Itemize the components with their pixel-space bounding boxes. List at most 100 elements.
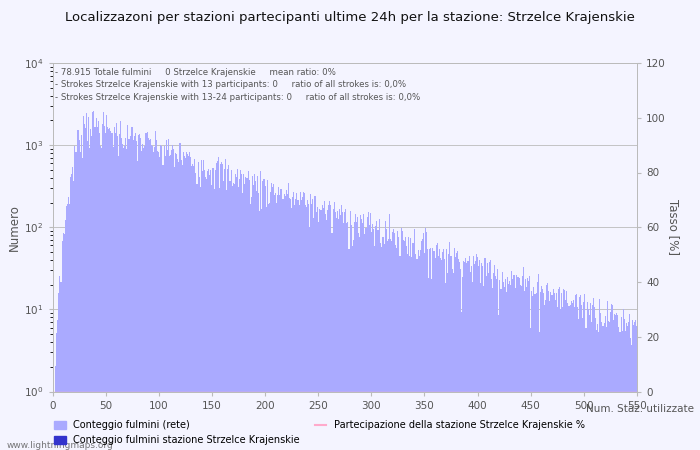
- Bar: [532, 296, 533, 450]
- Bar: [288, 183, 289, 450]
- Bar: [433, 251, 435, 450]
- Bar: [597, 324, 598, 450]
- Bar: [538, 274, 539, 450]
- Bar: [178, 162, 179, 450]
- Bar: [136, 141, 137, 450]
- Bar: [603, 323, 605, 450]
- Bar: [274, 195, 275, 450]
- Bar: [442, 252, 443, 450]
- Bar: [162, 166, 164, 450]
- Bar: [346, 223, 347, 450]
- Bar: [164, 156, 166, 450]
- Bar: [558, 289, 559, 450]
- Bar: [561, 293, 562, 450]
- Bar: [499, 280, 500, 450]
- Bar: [564, 290, 566, 450]
- Bar: [438, 256, 439, 450]
- Bar: [142, 144, 144, 450]
- Bar: [339, 209, 340, 450]
- Bar: [617, 315, 618, 450]
- Bar: [320, 210, 321, 450]
- Bar: [222, 164, 223, 450]
- Bar: [501, 272, 503, 450]
- Bar: [462, 277, 463, 450]
- Bar: [347, 222, 349, 450]
- Bar: [500, 289, 501, 450]
- Bar: [626, 324, 627, 450]
- Bar: [219, 188, 220, 450]
- Bar: [589, 303, 591, 450]
- Bar: [612, 305, 613, 450]
- Bar: [208, 169, 209, 450]
- Text: Localizzazoni per stazioni partecipanti ultime 24h per la stazione: Strzelce Kra: Localizzazoni per stazioni partecipanti …: [65, 11, 635, 24]
- Bar: [190, 157, 191, 450]
- Bar: [384, 221, 386, 450]
- Bar: [400, 228, 402, 450]
- Bar: [537, 282, 538, 450]
- Bar: [197, 162, 199, 450]
- Bar: [542, 289, 543, 450]
- Bar: [262, 181, 263, 450]
- Bar: [440, 258, 441, 450]
- Bar: [523, 267, 524, 450]
- Bar: [608, 321, 609, 450]
- Bar: [113, 127, 115, 450]
- Bar: [101, 148, 102, 450]
- Bar: [236, 177, 237, 450]
- Bar: [204, 170, 205, 450]
- Bar: [225, 159, 226, 450]
- Bar: [530, 328, 531, 450]
- Bar: [505, 279, 506, 450]
- Bar: [261, 209, 262, 450]
- Bar: [144, 145, 146, 450]
- Bar: [168, 139, 169, 450]
- Bar: [250, 204, 251, 450]
- Bar: [372, 224, 373, 450]
- Bar: [498, 315, 499, 450]
- Bar: [570, 302, 572, 450]
- Bar: [627, 326, 628, 450]
- Bar: [457, 251, 458, 450]
- Bar: [181, 165, 183, 450]
- Bar: [489, 262, 490, 450]
- Bar: [514, 275, 515, 450]
- Bar: [580, 295, 581, 450]
- Bar: [611, 304, 612, 450]
- Bar: [484, 258, 486, 450]
- Bar: [78, 140, 80, 450]
- Bar: [526, 287, 527, 450]
- Bar: [312, 199, 314, 450]
- Bar: [613, 320, 614, 450]
- Bar: [55, 366, 56, 450]
- Bar: [506, 292, 507, 450]
- Bar: [353, 240, 354, 450]
- Bar: [455, 257, 456, 450]
- Bar: [380, 243, 382, 450]
- Bar: [121, 138, 122, 450]
- Bar: [525, 279, 526, 450]
- Bar: [271, 183, 272, 450]
- Bar: [187, 154, 188, 450]
- Bar: [517, 278, 519, 450]
- Bar: [267, 204, 269, 450]
- Bar: [423, 233, 424, 450]
- Bar: [427, 249, 428, 450]
- Bar: [422, 239, 423, 450]
- Bar: [430, 248, 431, 450]
- Bar: [452, 269, 453, 450]
- Bar: [451, 256, 452, 450]
- Bar: [614, 314, 615, 450]
- Bar: [205, 177, 206, 450]
- Bar: [497, 269, 498, 450]
- Bar: [195, 173, 197, 450]
- Bar: [209, 175, 210, 450]
- Bar: [568, 306, 570, 450]
- Bar: [92, 112, 93, 450]
- Bar: [531, 292, 532, 450]
- Bar: [62, 233, 64, 450]
- Bar: [507, 277, 508, 450]
- Bar: [595, 318, 596, 450]
- Bar: [117, 136, 118, 450]
- Bar: [107, 127, 108, 450]
- Bar: [566, 291, 568, 450]
